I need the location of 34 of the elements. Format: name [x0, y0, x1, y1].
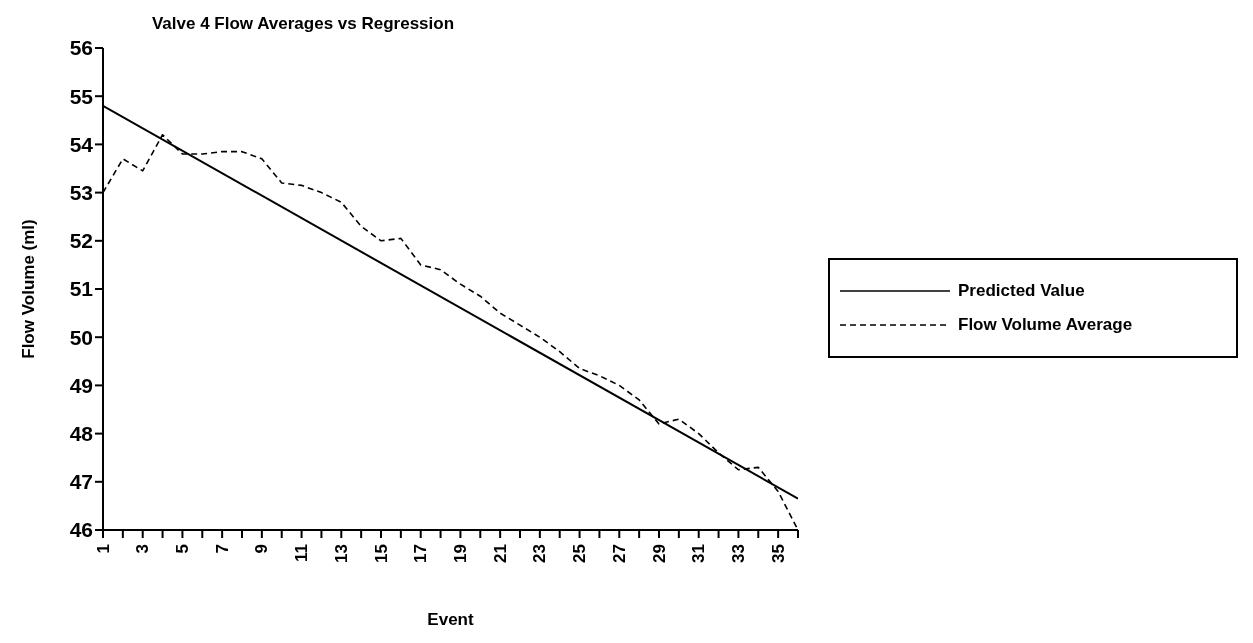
- x-tick-label: 3: [133, 544, 153, 554]
- y-tick-label: 47: [69, 470, 93, 494]
- y-tick-label: 50: [69, 325, 93, 349]
- y-tick-label: 51: [69, 277, 94, 301]
- x-axis-title: Event: [427, 610, 474, 629]
- x-tick-label: 29: [649, 544, 669, 563]
- x-tick-label: 25: [570, 544, 590, 563]
- x-tick-label: 5: [172, 544, 192, 554]
- y-axis-title: Flow Volume (ml): [19, 219, 39, 359]
- x-tick-label: 11: [292, 544, 312, 562]
- x-tick-label: 19: [450, 544, 470, 563]
- text: Flow Volume Average: [958, 315, 1133, 335]
- x-tick-label: 15: [371, 544, 391, 563]
- chart-title: Valve 4 Flow Averages vs Regression: [150, 14, 456, 34]
- x-tick-label: 7: [212, 544, 232, 554]
- y-tick-label: 55: [69, 84, 94, 108]
- y-tick-label: 52: [69, 229, 93, 253]
- x-tick-label: 13: [331, 544, 351, 563]
- y-tick-label: 48: [69, 422, 94, 446]
- x-tick-label: 35: [768, 544, 788, 563]
- x-tick-label: 23: [530, 544, 550, 563]
- text: Predicted Value: [958, 281, 1085, 301]
- y-tick-label: 54: [69, 132, 94, 156]
- x-tick-label: 31: [689, 544, 709, 563]
- x-tick-label: 9: [252, 544, 272, 554]
- y-tick-label: 49: [69, 373, 93, 397]
- y-tick-label: 46: [69, 518, 93, 542]
- y-tick-label: 56: [69, 36, 93, 60]
- x-tick-label: 1: [93, 544, 113, 554]
- x-tick-label: 17: [411, 544, 431, 563]
- y-tick-label: 53: [69, 181, 93, 205]
- x-tick-label: 27: [609, 544, 629, 563]
- x-tick-label: 21: [490, 544, 510, 563]
- x-tick-label: 33: [728, 544, 748, 563]
